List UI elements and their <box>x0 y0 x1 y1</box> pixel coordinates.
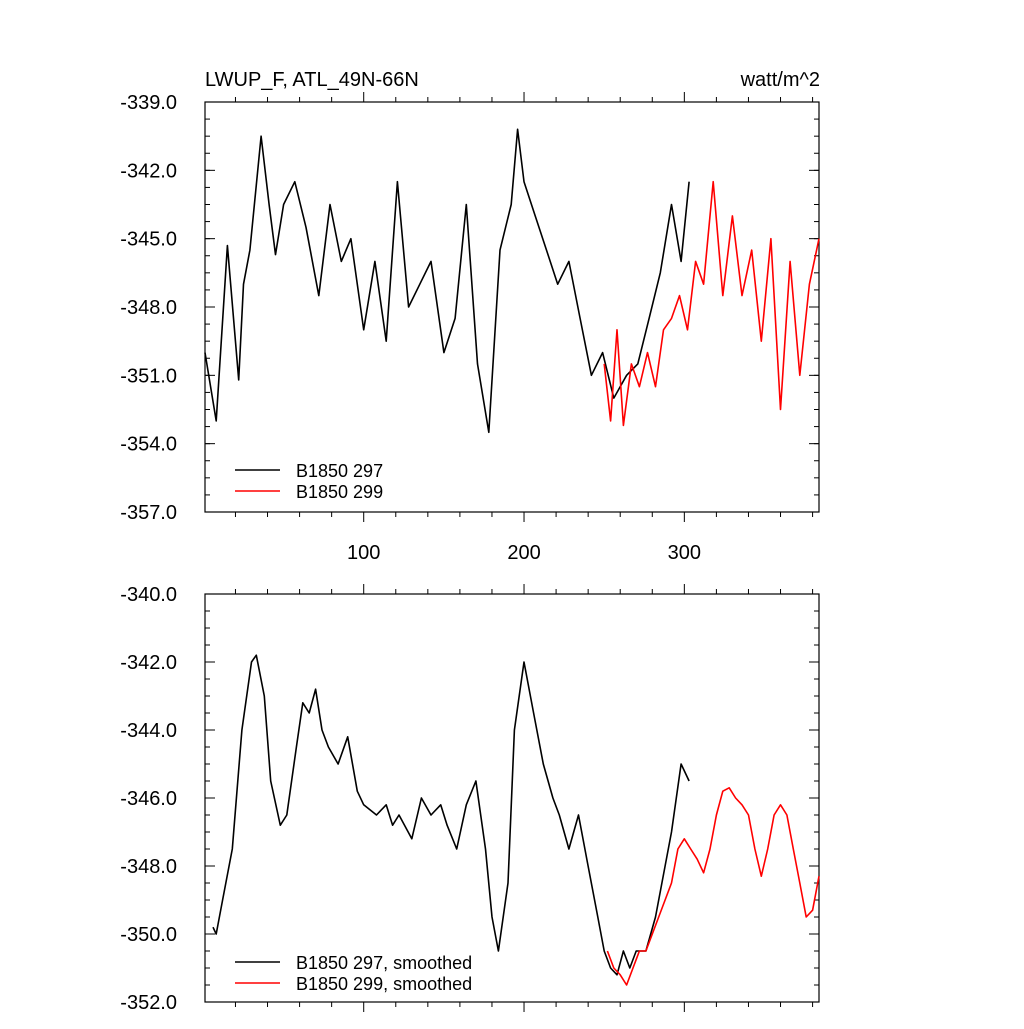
y-tick-label: -342.0 <box>120 160 177 182</box>
y-tick-label: -357.0 <box>120 502 177 524</box>
x-axis-bottom <box>234 584 814 1012</box>
series-line-b1850-297 <box>204 128 690 434</box>
x-tick-label: 100 <box>347 542 380 564</box>
legend-label: B1850 299 <box>296 482 383 502</box>
legend-top: B1850 297 B1850 299 <box>235 461 383 502</box>
series-line-b1850-299 <box>606 786 820 986</box>
panel-bottom: -340.0 -342.0 -344.0 -346.0 -348.0 -350.0 -352… <box>120 584 820 1014</box>
x-tick-label: 200 <box>507 542 540 564</box>
panel-top: LWUP_F, ATL_49N-66N watt/m^2 -339.0 -342.… <box>120 69 820 564</box>
legend-label: B1850 299, smoothed <box>296 974 472 994</box>
y-tick-label: -354.0 <box>120 434 177 456</box>
y-tick-label: -344.0 <box>120 720 177 742</box>
series-lines-top <box>204 128 820 434</box>
y-tick-label: -352.0 <box>120 992 177 1014</box>
legend-bottom: B1850 297, smoothed B1850 299, smoothed <box>235 953 472 994</box>
series-line-b1850-299 <box>603 180 820 427</box>
series-lines-bottom <box>212 654 820 986</box>
y-tick-label: -345.0 <box>120 229 177 251</box>
legend-label: B1850 297, smoothed <box>296 953 472 973</box>
y-tick-label: -348.0 <box>120 297 177 319</box>
y-tick-label: -346.0 <box>120 788 177 810</box>
x-tick-label: 300 <box>668 542 701 564</box>
legend-label: B1850 297 <box>296 461 383 481</box>
plot-frame-top <box>204 101 820 513</box>
x-axis-top: 100 200 300 <box>234 92 814 564</box>
y-axis-top: -339.0 -342.0 -345.0 -348.0 -351.0 -354.0 -357… <box>120 92 819 524</box>
units-label: watt/m^2 <box>740 69 820 91</box>
chart-title: LWUP_F, ATL_49N-66N <box>205 69 419 91</box>
y-tick-label: -351.0 <box>120 365 177 387</box>
y-axis-bottom: -340.0 -342.0 -344.0 -346.0 -348.0 -350.0 -352… <box>120 584 819 1014</box>
y-tick-label: -348.0 <box>120 856 177 878</box>
y-tick-label: -340.0 <box>120 584 177 606</box>
y-tick-label: -339.0 <box>120 92 177 114</box>
y-tick-label: -350.0 <box>120 924 177 946</box>
y-tick-label: -342.0 <box>120 652 177 674</box>
series-line-b1850-297 <box>212 654 690 976</box>
